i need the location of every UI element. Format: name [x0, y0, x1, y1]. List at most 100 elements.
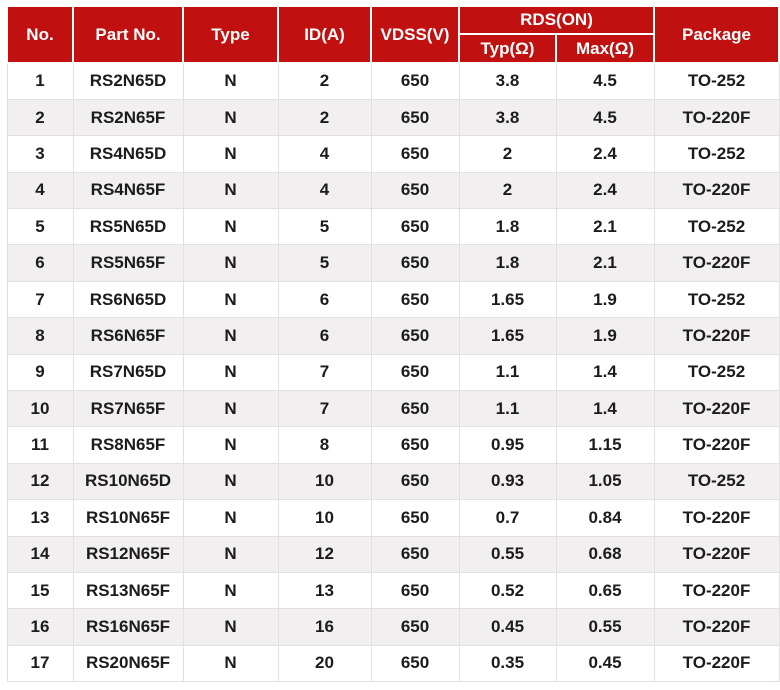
cell-type: N [182, 98, 279, 137]
col-header-id-a: ID(A) [277, 5, 372, 64]
cell-vdss: 650 [370, 62, 460, 100]
cell-no: 5 [6, 208, 74, 246]
col-header-max: Max(Ω) [555, 33, 655, 64]
cell-max: 4.5 [555, 98, 655, 137]
cell-typ: 0.93 [458, 462, 557, 501]
cell-id-a: 8 [277, 426, 372, 464]
cell-typ: 0.45 [458, 608, 557, 646]
cell-max: 1.4 [555, 390, 655, 428]
cell-id-a: 10 [277, 462, 372, 501]
cell-package: TO-220F [653, 499, 780, 537]
col-header-no: No. [6, 5, 74, 64]
col-header-type: Type [182, 5, 279, 64]
cell-id-a: 4 [277, 135, 372, 173]
col-header-typ: Typ(Ω) [458, 33, 557, 64]
cell-vdss: 650 [370, 353, 460, 392]
cell-package: TO-252 [653, 208, 780, 246]
cell-max: 4.5 [555, 62, 655, 100]
cell-id-a: 2 [277, 62, 372, 100]
cell-part-no: RS10N65D [72, 462, 184, 501]
cell-typ: 1.1 [458, 353, 557, 392]
cell-package: TO-252 [653, 353, 780, 392]
table-row: 12 RS10N65D N 10 650 0.93 1.05 TO-252 [6, 462, 780, 501]
cell-max: 1.4 [555, 353, 655, 392]
table-row: 8 RS6N65F N 6 650 1.65 1.9 TO-220F [6, 317, 780, 355]
cell-typ: 1.8 [458, 244, 557, 282]
cell-id-a: 13 [277, 571, 372, 610]
cell-no: 11 [6, 426, 74, 464]
cell-package: TO-220F [653, 608, 780, 646]
cell-no: 2 [6, 98, 74, 137]
cell-package: TO-252 [653, 280, 780, 319]
cell-type: N [182, 317, 279, 355]
cell-part-no: RS13N65F [72, 571, 184, 610]
cell-package: TO-252 [653, 62, 780, 100]
cell-type: N [182, 462, 279, 501]
cell-vdss: 650 [370, 244, 460, 282]
cell-id-a: 5 [277, 244, 372, 282]
cell-vdss: 650 [370, 390, 460, 428]
cell-part-no: RS6N65D [72, 280, 184, 319]
cell-type: N [182, 280, 279, 319]
table-row: 15 RS13N65F N 13 650 0.52 0.65 TO-220F [6, 571, 780, 610]
cell-typ: 0.95 [458, 426, 557, 464]
cell-typ: 2 [458, 171, 557, 210]
cell-package: TO-220F [653, 426, 780, 464]
cell-part-no: RS7N65D [72, 353, 184, 392]
cell-id-a: 7 [277, 390, 372, 428]
cell-no: 6 [6, 244, 74, 282]
cell-typ: 0.55 [458, 535, 557, 573]
table-row: 4 RS4N65F N 4 650 2 2.4 TO-220F [6, 171, 780, 210]
col-header-vdss: VDSS(V) [370, 5, 460, 64]
cell-vdss: 650 [370, 535, 460, 573]
cell-no: 7 [6, 280, 74, 319]
cell-package: TO-220F [653, 571, 780, 610]
cell-vdss: 650 [370, 644, 460, 683]
table-row: 5 RS5N65D N 5 650 1.8 2.1 TO-252 [6, 208, 780, 246]
table-row: 9 RS7N65D N 7 650 1.1 1.4 TO-252 [6, 353, 780, 392]
cell-max: 0.68 [555, 535, 655, 573]
cell-type: N [182, 426, 279, 464]
cell-max: 0.45 [555, 644, 655, 683]
cell-type: N [182, 208, 279, 246]
cell-vdss: 650 [370, 462, 460, 501]
cell-vdss: 650 [370, 499, 460, 537]
table-row: 17 RS20N65F N 20 650 0.35 0.45 TO-220F [6, 644, 780, 683]
cell-no: 3 [6, 135, 74, 173]
cell-typ: 0.35 [458, 644, 557, 683]
cell-max: 1.15 [555, 426, 655, 464]
table-row: 7 RS6N65D N 6 650 1.65 1.9 TO-252 [6, 280, 780, 319]
cell-vdss: 650 [370, 317, 460, 355]
cell-id-a: 20 [277, 644, 372, 683]
cell-part-no: RS4N65D [72, 135, 184, 173]
col-header-package: Package [653, 5, 780, 64]
cell-type: N [182, 62, 279, 100]
cell-no: 14 [6, 535, 74, 573]
cell-package: TO-220F [653, 98, 780, 137]
cell-type: N [182, 535, 279, 573]
cell-no: 16 [6, 608, 74, 646]
cell-typ: 3.8 [458, 98, 557, 137]
cell-type: N [182, 353, 279, 392]
col-header-rds-on: RDS(ON) [458, 5, 655, 35]
table-row: 3 RS4N65D N 4 650 2 2.4 TO-252 [6, 135, 780, 173]
cell-id-a: 16 [277, 608, 372, 646]
cell-vdss: 650 [370, 171, 460, 210]
cell-type: N [182, 644, 279, 683]
cell-part-no: RS2N65F [72, 98, 184, 137]
cell-package: TO-220F [653, 390, 780, 428]
cell-part-no: RS20N65F [72, 644, 184, 683]
table-row: 14 RS12N65F N 12 650 0.55 0.68 TO-220F [6, 535, 780, 573]
table-body: 1 RS2N65D N 2 650 3.8 4.5 TO-252 2 RS2N65F N 2 650 3.… [6, 62, 780, 683]
cell-no: 4 [6, 171, 74, 210]
cell-package: TO-220F [653, 644, 780, 683]
cell-id-a: 6 [277, 280, 372, 319]
cell-part-no: RS12N65F [72, 535, 184, 573]
cell-type: N [182, 571, 279, 610]
cell-typ: 1.8 [458, 208, 557, 246]
table-row: 6 RS5N65F N 5 650 1.8 2.1 TO-220F [6, 244, 780, 282]
cell-max: 0.84 [555, 499, 655, 537]
cell-id-a: 2 [277, 98, 372, 137]
cell-part-no: RS6N65F [72, 317, 184, 355]
cell-no: 15 [6, 571, 74, 610]
